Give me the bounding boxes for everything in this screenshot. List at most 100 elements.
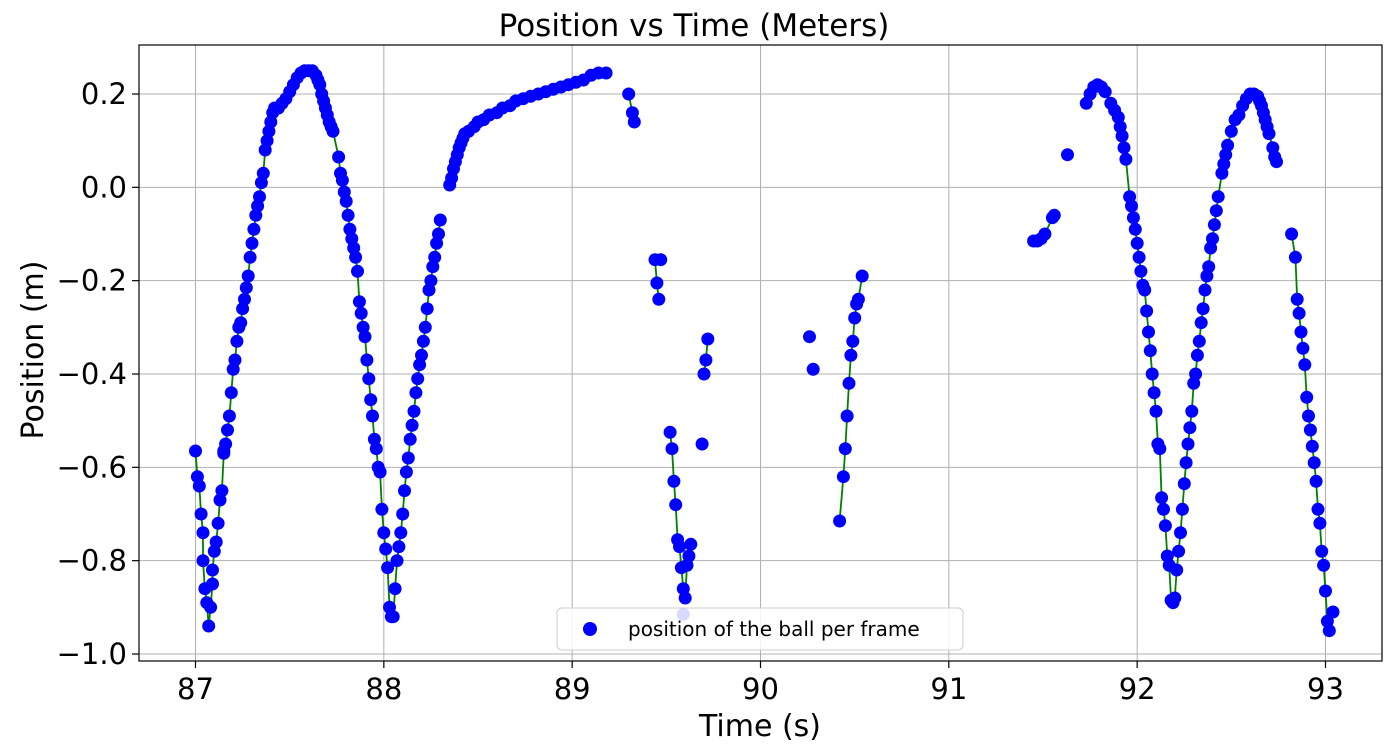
data-point	[1145, 367, 1159, 381]
data-point	[1315, 544, 1329, 558]
data-point	[855, 269, 869, 283]
data-point	[388, 582, 402, 596]
data-points	[189, 64, 1340, 638]
data-point	[194, 507, 208, 521]
data-point	[196, 554, 210, 568]
data-point	[401, 451, 415, 465]
data-point	[684, 537, 698, 551]
data-point	[1303, 423, 1317, 437]
data-point	[654, 253, 668, 267]
data-point	[1061, 148, 1074, 162]
data-point	[1181, 437, 1195, 451]
data-point	[1119, 152, 1133, 166]
data-point	[1155, 491, 1169, 505]
data-point	[373, 465, 387, 479]
data-point	[399, 465, 413, 479]
data-point	[1290, 292, 1304, 306]
data-point	[663, 425, 677, 439]
data-point	[354, 306, 368, 320]
data-point	[375, 502, 389, 516]
data-point	[1183, 421, 1197, 435]
data-point	[1300, 390, 1314, 404]
data-point	[803, 330, 816, 344]
y-tick-label: −1.0	[57, 637, 127, 671]
data-point	[840, 409, 854, 423]
data-point	[366, 409, 379, 423]
data-point	[424, 274, 438, 288]
data-point	[206, 563, 219, 577]
data-point	[1198, 283, 1212, 297]
data-point	[241, 269, 255, 283]
data-point	[394, 526, 408, 540]
legend-marker	[583, 622, 597, 636]
data-point	[1098, 85, 1112, 99]
data-point	[1285, 227, 1299, 241]
data-point	[196, 526, 210, 540]
chart-title: Position vs Time (Meters)	[499, 8, 890, 44]
data-point	[433, 213, 447, 227]
data-point	[228, 353, 242, 367]
data-point	[379, 542, 393, 556]
x-tick-label: 91	[930, 672, 967, 706]
data-point	[806, 362, 820, 376]
data-point	[339, 194, 353, 208]
data-point	[1313, 516, 1327, 530]
legend: position of the ball per frame	[556, 607, 964, 651]
y-tick-label: −0.6	[57, 450, 127, 484]
data-point	[1298, 358, 1312, 372]
x-tick-label: 88	[365, 672, 402, 706]
data-point	[1206, 232, 1219, 246]
data-point	[1174, 526, 1187, 540]
data-point	[1305, 439, 1319, 453]
data-point	[1209, 204, 1223, 218]
data-point	[398, 484, 411, 498]
data-point	[209, 535, 223, 549]
data-point	[627, 115, 641, 129]
data-point	[326, 124, 340, 138]
data-point	[1294, 325, 1308, 339]
data-point	[351, 264, 364, 278]
data-point	[836, 470, 850, 484]
data-point	[1189, 367, 1203, 381]
data-point	[1296, 341, 1310, 355]
x-axis-label: Time (s)	[698, 709, 821, 744]
legend-label: position of the ball per frame	[628, 617, 920, 641]
data-point	[1128, 222, 1142, 236]
data-point	[215, 484, 229, 498]
data-point	[239, 281, 253, 295]
data-point	[390, 554, 404, 568]
data-point	[1138, 283, 1152, 297]
data-point	[245, 236, 259, 250]
legend-box	[556, 607, 964, 651]
data-point	[420, 302, 434, 316]
data-point	[1143, 344, 1157, 358]
data-point	[204, 600, 218, 614]
y-tick-label: −0.8	[57, 544, 127, 578]
data-point	[364, 393, 378, 407]
data-point	[695, 437, 709, 451]
data-point	[358, 330, 372, 344]
data-point	[1170, 563, 1184, 577]
data-point	[650, 276, 664, 290]
data-point	[253, 190, 266, 204]
data-point	[669, 498, 683, 512]
data-point	[1175, 502, 1189, 516]
data-point	[652, 292, 666, 306]
data-point	[386, 610, 400, 624]
data-point	[1221, 138, 1235, 152]
data-point	[1130, 236, 1144, 250]
data-point	[352, 295, 366, 309]
data-point	[1292, 306, 1306, 320]
data-point	[432, 227, 445, 241]
data-point	[192, 479, 206, 493]
data-point	[1196, 302, 1210, 316]
data-point	[360, 353, 374, 367]
data-point	[362, 372, 376, 386]
data-point	[202, 619, 216, 633]
y-tick-label: 0.2	[81, 77, 127, 111]
data-point	[1326, 605, 1340, 619]
data-point	[189, 444, 202, 458]
data-point	[1140, 304, 1154, 318]
data-point	[341, 208, 355, 222]
data-point	[622, 87, 636, 101]
